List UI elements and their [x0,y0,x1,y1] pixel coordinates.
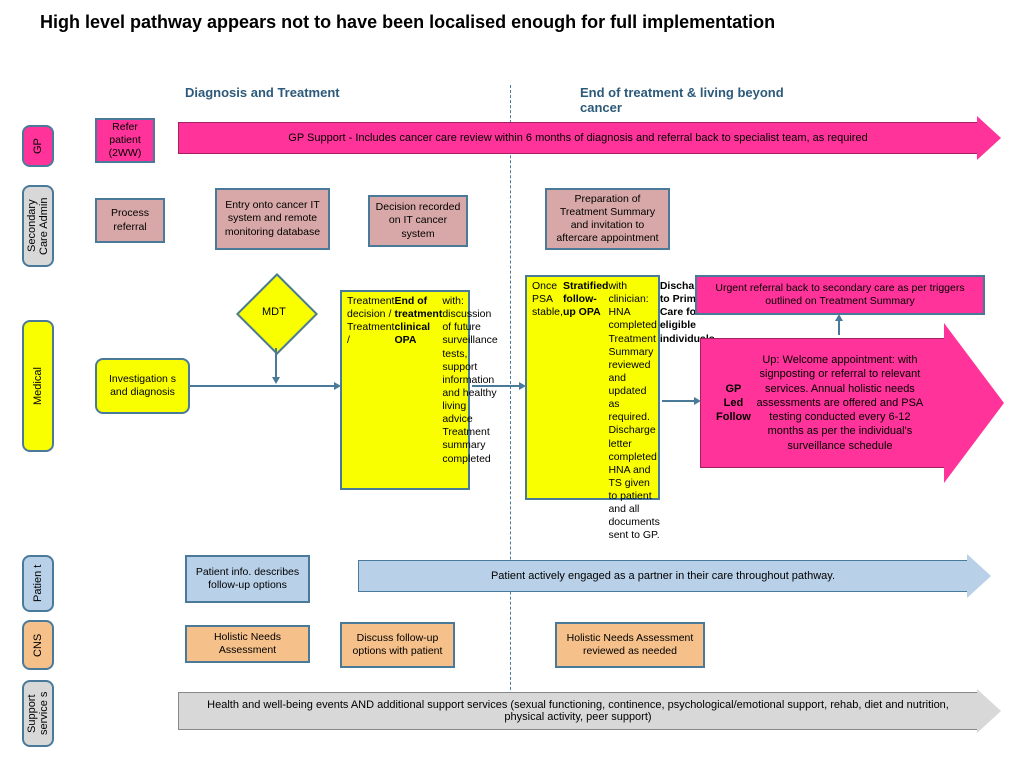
stratified-followup-box: Once PSA stable, Stratified follow-up OP… [525,275,660,500]
arrow-strat-gpled [662,400,695,402]
lane-admin: Secondary Care Admin [22,185,54,267]
lane-medical: Medical [22,320,54,452]
discuss-options-box: Discuss follow-up options with patient [340,622,455,668]
arrow-treatment-strat [472,385,520,387]
treatment-decision-box: Treatment decision / Treatment / End of … [340,290,470,490]
phase-divider [510,85,511,715]
patient-info-box: Patient info. describes follow-up option… [185,555,310,603]
arrow-mdt-down [275,348,277,378]
hna-box: Holistic Needs Assessment [185,625,310,663]
gp-support-arrow: GP Support - Includes cancer care review… [178,122,978,154]
arrow-invest-treatment [190,385,335,387]
investigations-box: Investigation s and diagnosis [95,358,190,414]
urgent-referral-box: Urgent referral back to secondary care a… [695,275,985,315]
support-services-arrow: Health and well-being events AND additio… [178,692,978,730]
prep-summary-box: Preparation of Treatment Summary and inv… [545,188,670,250]
section-diagnosis: Diagnosis and Treatment [185,85,340,100]
arrow-gpled-urgent [838,320,840,335]
patient-engaged-arrow: Patient actively engaged as a partner in… [358,560,968,592]
lane-cns: CNS [22,620,54,670]
hna-review-box: Holistic Needs Assessment reviewed as ne… [555,622,705,668]
page-title: High level pathway appears not to have b… [40,12,775,33]
refer-patient-box: Refer patient (2WW) [95,118,155,163]
decision-recorded-box: Decision recorded on IT cancer system [368,195,468,247]
lane-patient: Patien t [22,555,54,612]
section-end: End of treatment & living beyond cancer [580,85,800,115]
entry-it-box: Entry onto cancer IT system and remote m… [215,188,330,250]
lane-support: Support service s [22,680,54,747]
mdt-label: MDT [262,306,286,318]
lane-gp: GP [22,125,54,167]
gp-led-followup-arrow: GP Led Follow Up: Welcome appointment: w… [700,338,945,468]
process-referral-box: Process referral [95,198,165,243]
